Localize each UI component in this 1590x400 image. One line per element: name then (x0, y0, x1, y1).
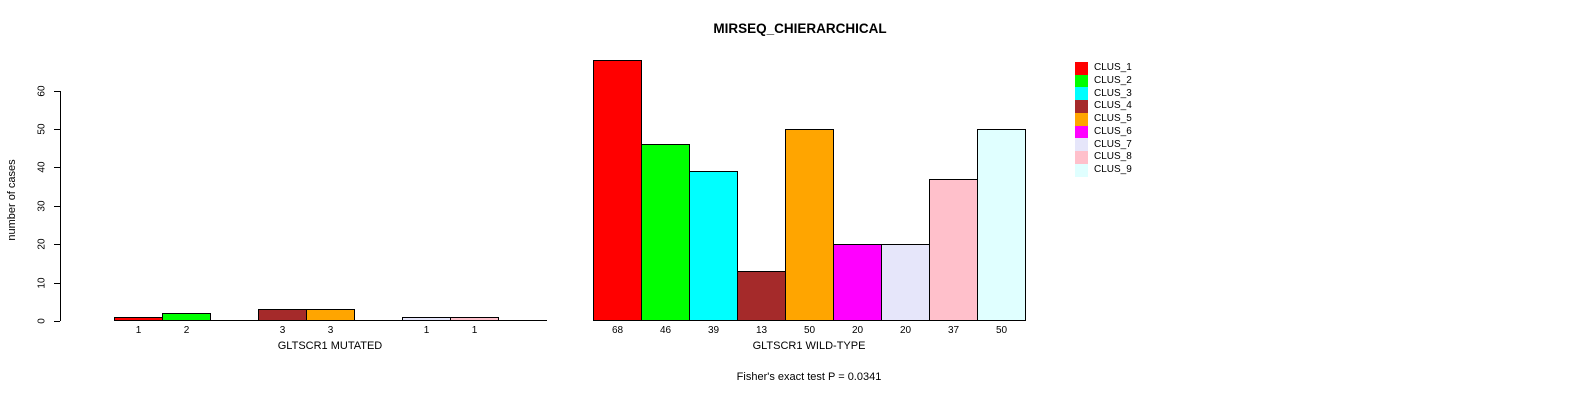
y-tick (54, 244, 60, 245)
legend-label: CLUS_6 (1094, 125, 1132, 137)
legend-label: CLUS_3 (1094, 87, 1132, 99)
legend-swatch-clus_3 (1075, 87, 1088, 101)
legend-swatch-clus_6 (1075, 125, 1088, 139)
y-tick (54, 206, 60, 207)
legend-entry: CLUS_5 (1075, 112, 1132, 126)
y-tick-label: 60 (36, 85, 48, 97)
y-axis-line (60, 90, 61, 321)
bar-clus_3 (689, 171, 738, 321)
bar-value-label: 3 (279, 325, 286, 336)
legend-entry: CLUS_2 (1075, 74, 1132, 88)
fisher-test-note: Fisher's exact test P = 0.0341 (736, 371, 882, 383)
bar-clus_1 (593, 60, 642, 321)
chart-title: MIRSEQ_CHIERARCHICAL (713, 21, 887, 36)
legend-label: CLUS_2 (1094, 74, 1132, 86)
y-tick-label: 30 (36, 200, 48, 212)
bar-value-label: 46 (659, 325, 672, 336)
bar-value-label: 1 (135, 325, 142, 336)
legend-label: CLUS_8 (1094, 151, 1132, 163)
legend-entry: CLUS_4 (1075, 100, 1132, 114)
bar-value-label: 37 (947, 325, 960, 336)
y-axis-label: number of cases (6, 159, 18, 241)
bar-clus_6 (833, 244, 882, 321)
legend-entry: CLUS_1 (1075, 61, 1132, 75)
x-axis-label-wildtype: GLTSCR1 WILD-TYPE (752, 340, 866, 352)
bar-clus_8 (929, 179, 978, 321)
legend-swatch-clus_5 (1075, 112, 1088, 126)
legend-label: CLUS_5 (1094, 113, 1132, 124)
bar-clus_5 (306, 309, 355, 321)
legend-label: CLUS_9 (1094, 164, 1132, 175)
panel-gltscr1-mutated: 1 2 3 3 1 1 (114, 51, 547, 336)
panel-gltscr1-wildtype: 68 46 39 13 50 20 20 37 50 (593, 51, 1026, 336)
y-tick-label: 50 (36, 123, 48, 135)
bar-clus_1 (114, 317, 163, 321)
bar-value-label: 68 (611, 325, 624, 336)
bar-value-label: 20 (899, 325, 912, 336)
legend-swatch-clus_1 (1075, 61, 1088, 75)
bar-clus_9 (977, 129, 1026, 321)
y-tick (54, 283, 60, 284)
bar-clus_7 (402, 317, 451, 321)
bar-clus_2 (641, 144, 690, 321)
legend-label: CLUS_7 (1094, 138, 1132, 150)
y-tick (54, 167, 60, 168)
y-tick-label: 20 (36, 238, 48, 250)
legend-swatch-clus_7 (1075, 138, 1088, 152)
legend-swatch-clus_9 (1075, 163, 1088, 177)
cluster-legend: CLUS_1 CLUS_2 CLUS_3 CLUS_4 CLUS_5 CLUS_6 CLUS… (1075, 61, 1132, 177)
y-tick (54, 91, 60, 92)
bar-clus_7 (881, 244, 930, 321)
legend-entry: CLUS_8 (1075, 151, 1132, 165)
legend-swatch-clus_4 (1075, 100, 1088, 114)
bar-value-label: 3 (327, 325, 334, 336)
bar-value-label: 1 (471, 325, 478, 336)
bar-value-label: 50 (995, 325, 1008, 336)
bar-value-label: 50 (803, 325, 816, 336)
bar-value-label: 20 (851, 325, 864, 336)
bar-value-label: 39 (707, 325, 720, 336)
bar-value-label: 1 (423, 325, 430, 336)
legend-label: CLUS_4 (1094, 100, 1132, 112)
legend-swatch-clus_8 (1075, 151, 1088, 165)
legend-entry: CLUS_7 (1075, 138, 1132, 152)
bar-clus_4 (258, 309, 307, 321)
x-axis-label-mutated: GLTSCR1 MUTATED (277, 340, 383, 352)
legend-entry: CLUS_3 (1075, 87, 1132, 101)
y-tick-label: 40 (36, 161, 48, 173)
y-tick (54, 321, 60, 322)
y-tick-label: 0 (36, 318, 48, 324)
bar-value-label: 13 (755, 325, 768, 336)
y-tick (54, 129, 60, 130)
bar-clus_2 (162, 313, 211, 321)
legend-label: CLUS_1 (1094, 62, 1132, 73)
legend-entry: CLUS_9 (1075, 163, 1132, 177)
bar-clus_8 (450, 317, 499, 321)
bar-clus_4 (737, 271, 786, 321)
y-tick-label: 10 (36, 277, 48, 289)
legend-entry: CLUS_6 (1075, 125, 1132, 139)
legend-swatch-clus_2 (1075, 74, 1088, 88)
bar-clus_5 (785, 129, 834, 321)
bar-value-label: 2 (183, 325, 190, 336)
